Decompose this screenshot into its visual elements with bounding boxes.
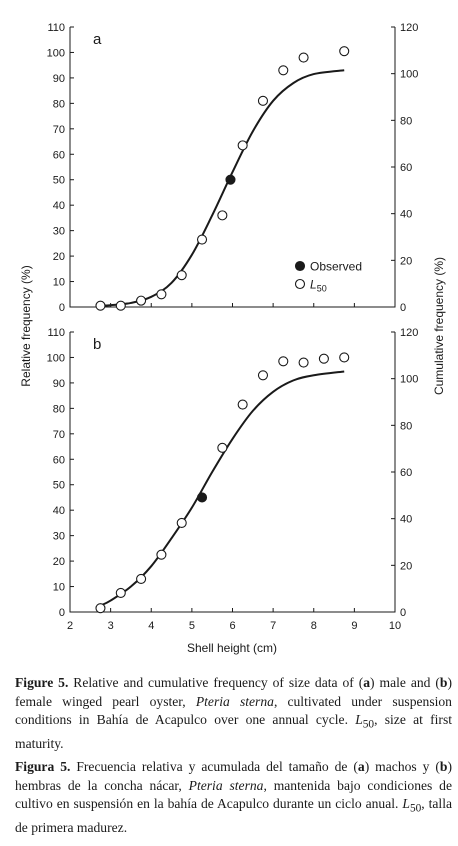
x-tick-label: 9 (351, 620, 357, 632)
legend-label: L50 (310, 278, 327, 294)
observed-point (136, 295, 147, 306)
y-tick-label: 10 (53, 582, 65, 594)
y2-tick-label: 100 (400, 374, 418, 386)
x-tick-label: 2 (67, 620, 73, 632)
y-tick-label: 30 (53, 226, 65, 238)
y2-tick-label: 20 (400, 560, 412, 572)
y-tick-label: 110 (47, 327, 65, 339)
observed-point (318, 353, 329, 364)
observed-point (196, 234, 208, 245)
y2-tick-label: 40 (400, 209, 412, 221)
y-tick-label: 110 (47, 22, 65, 34)
figure-caption-spanish: Figura 5. Frecuencia relativa y acumulad… (15, 759, 452, 835)
observed-point (257, 370, 269, 381)
y-tick-label: 10 (53, 277, 65, 289)
fitted-curve-line (100, 69, 345, 307)
observed-point (176, 270, 187, 281)
figure-chart: 0102030405060708090100110020406080100120… (19, 22, 446, 655)
observed-point (176, 517, 187, 528)
y-tick-label: 60 (53, 454, 65, 466)
x-tick-label: 8 (311, 620, 317, 632)
l50-point (196, 492, 208, 503)
caption-figure-label: Figure 5. (15, 675, 69, 690)
fitted-curve-line (100, 370, 345, 607)
y2-tick-label: 120 (400, 22, 418, 34)
observed-point (278, 65, 289, 76)
y-tick-label: 50 (53, 175, 65, 187)
y-tick-label: 100 (47, 352, 65, 364)
observed-point (217, 442, 228, 453)
y-tick-label: 70 (53, 429, 65, 441)
observed-point (298, 52, 309, 63)
observed-point (156, 549, 167, 560)
y-tick-label: 0 (59, 607, 65, 619)
y2-tick-label: 60 (400, 162, 412, 174)
y-tick-label: 60 (53, 149, 65, 161)
x-tick-label: 3 (108, 620, 114, 632)
y-tick-label: 70 (53, 124, 65, 136)
observed-point (339, 46, 350, 57)
panel-b: 0102030405060708090100110020406080100120… (47, 327, 419, 632)
y2-tick-label: 80 (400, 420, 412, 432)
x-tick-label: 5 (189, 620, 195, 632)
y2-tick-label: 80 (400, 115, 412, 127)
observed-point (136, 573, 147, 584)
y2-tick-label: 60 (400, 467, 412, 479)
observed-point (95, 300, 106, 311)
y-tick-label: 20 (53, 556, 65, 568)
x-tick-label: 7 (270, 620, 276, 632)
x-tick-label: 10 (389, 620, 401, 632)
y-tick-label: 100 (47, 47, 65, 59)
y-tick-label: 20 (53, 251, 65, 263)
observed-point (115, 300, 126, 311)
observed-point (257, 95, 269, 106)
legend-filled-marker (294, 260, 306, 272)
y2-tick-label: 20 (400, 255, 412, 267)
observed-point (339, 352, 350, 363)
y-tick-label: 0 (59, 302, 65, 314)
y-tick-label: 40 (53, 505, 65, 517)
observed-point (115, 587, 126, 598)
y-tick-label: 80 (53, 403, 65, 415)
observed-point (95, 603, 106, 614)
y2-tick-label: 100 (400, 69, 418, 81)
observed-point (278, 356, 289, 367)
y-axis-label-left: Relative frequency (%) (19, 265, 33, 386)
panel-label: a (93, 31, 102, 48)
y-tick-label: 50 (53, 480, 65, 492)
panel-a: 0 10 20 30 40 50 60 70 80 90 100 110 0 20 40 60 80 100 120… (47, 22, 419, 314)
observed-point (237, 399, 248, 410)
y2-tick-label: 40 (400, 514, 412, 526)
y-axis-label-right: Cumulative frequency (%) (432, 257, 446, 395)
observed-point (298, 357, 309, 368)
observed-point (237, 140, 248, 151)
y-tick-label: 90 (53, 378, 65, 390)
legend-open-marker (294, 278, 306, 290)
y-tick-label: 40 (53, 200, 65, 212)
caption-figure-label: Figura 5. (15, 759, 71, 774)
l50-point (225, 174, 236, 185)
x-tick-label: 4 (148, 620, 154, 632)
observed-point (156, 289, 167, 300)
y-tick-label: 90 (53, 73, 65, 85)
y2-tick-label: 0 (400, 302, 406, 314)
y2-tick-label: 120 (400, 327, 418, 339)
y2-tick-label: 0 (400, 607, 406, 619)
observed-point (217, 210, 228, 221)
panel-label: b (93, 336, 101, 353)
x-axis-label: Shell height (cm) (187, 641, 277, 655)
legend-label: Observed (310, 260, 362, 274)
axes-frame (69, 332, 396, 613)
y-tick-label: 80 (53, 98, 65, 110)
figure-caption-english: Figure 5. Relative and cumulative freque… (15, 675, 453, 751)
x-tick-label: 6 (229, 620, 235, 632)
y-tick-label: 30 (53, 531, 65, 543)
